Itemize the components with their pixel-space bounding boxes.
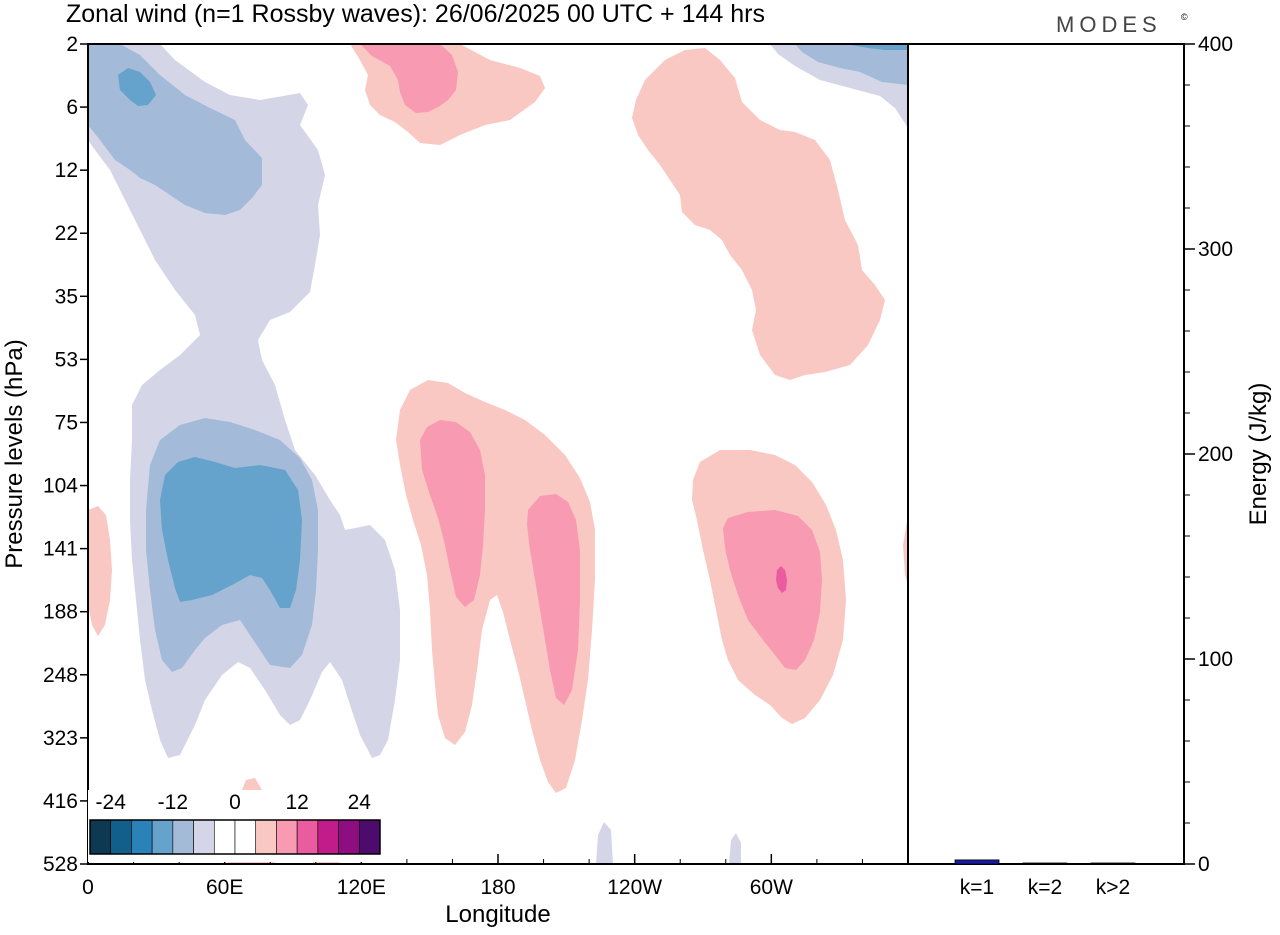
energy-tick-label: 0 bbox=[1198, 853, 1210, 876]
colorbar-swatch bbox=[317, 819, 339, 855]
y-tick-label: 141 bbox=[43, 538, 78, 561]
colorbar-swatch bbox=[172, 819, 194, 855]
positive-moderate-region bbox=[360, 44, 458, 113]
positive-weak-region bbox=[903, 515, 908, 585]
copyright-mark: © bbox=[1181, 12, 1188, 22]
colorbar-labels: -24 -12 0 12 24 bbox=[96, 791, 372, 814]
colorbar-swatch bbox=[151, 819, 174, 855]
y-tick-label: 6 bbox=[66, 96, 78, 119]
bar-category-label: k>2 bbox=[1096, 876, 1130, 899]
contour-fill-layer bbox=[88, 44, 908, 864]
negative-weak-region bbox=[596, 822, 613, 864]
colorbar-swatch bbox=[110, 819, 132, 855]
colorbar-swatch bbox=[234, 819, 257, 855]
x-tick-label: 0 bbox=[82, 876, 94, 899]
negative-weak-region bbox=[729, 833, 741, 864]
y-tick-label: 75 bbox=[55, 411, 78, 434]
y-tick-label: 528 bbox=[43, 853, 78, 876]
colorbar-swatch bbox=[338, 819, 360, 855]
y-tick-label: 12 bbox=[55, 159, 78, 182]
y-axis-label: Pressure levels (hPa) bbox=[1, 339, 28, 568]
positive-moderate-region bbox=[723, 510, 822, 670]
energy-tick-label: 200 bbox=[1198, 443, 1233, 466]
colorbar-swatch bbox=[276, 819, 298, 855]
y-tick-label: 35 bbox=[55, 285, 78, 308]
colorbar-swatch bbox=[296, 819, 319, 855]
energy-axis-label: Energy (J/kg) bbox=[1245, 383, 1272, 526]
colorbar-label: 24 bbox=[348, 791, 372, 814]
longitude-axis: 0 60E 120E 180 120W 60W bbox=[82, 854, 863, 899]
colorbar-label: 12 bbox=[285, 791, 308, 814]
y-tick-label: 248 bbox=[43, 664, 78, 687]
colorbar-label: 0 bbox=[229, 791, 241, 814]
energy-tick-label: 300 bbox=[1198, 238, 1233, 261]
pressure-axis: 2 6 12 22 35 53 75 104 141 188 248 323 416 528 bbox=[43, 33, 88, 876]
positive-weak-region bbox=[632, 48, 885, 380]
energy-bar bbox=[954, 859, 1000, 865]
colorbar-label: -24 bbox=[96, 791, 127, 814]
colorbar-legend: -24 -12 0 12 24 bbox=[88, 790, 382, 862]
energy-axis: 0 100 200 300 400 bbox=[1184, 33, 1233, 876]
negative-strong-region bbox=[118, 68, 156, 106]
y-tick-label: 22 bbox=[55, 222, 78, 245]
y-tick-label: 53 bbox=[55, 348, 78, 371]
y-tick-label: 416 bbox=[43, 790, 78, 813]
colorbar-swatches bbox=[89, 819, 381, 855]
energy-bars: k=1 k=2 k>2 bbox=[954, 859, 1136, 899]
x-tick-label: 120E bbox=[337, 876, 386, 899]
bar-chart-frame bbox=[907, 43, 1185, 865]
positive-moderate-region bbox=[527, 494, 580, 705]
y-tick-label: 323 bbox=[43, 727, 78, 750]
colorbar-swatch bbox=[213, 819, 236, 855]
y-tick-label: 104 bbox=[43, 475, 78, 498]
positive-strong-region bbox=[776, 566, 787, 593]
colorbar-swatch bbox=[255, 819, 277, 855]
negative-strong-region bbox=[845, 44, 908, 50]
colorbar-swatch bbox=[193, 819, 215, 855]
negative-moderate-region bbox=[795, 44, 908, 85]
colorbar-label: -12 bbox=[158, 791, 188, 814]
colorbar-swatch bbox=[131, 819, 153, 855]
bar-category-label: k=2 bbox=[1028, 876, 1062, 899]
energy-bar bbox=[1090, 862, 1136, 865]
bar-category-label: k=1 bbox=[960, 876, 994, 899]
x-tick-label: 180 bbox=[480, 876, 515, 899]
modes-logo: MODES bbox=[1056, 12, 1162, 37]
x-tick-label: 60E bbox=[206, 876, 243, 899]
energy-tick-label: 400 bbox=[1198, 33, 1233, 56]
colorbar-frame bbox=[89, 819, 381, 855]
x-tick-label: 120W bbox=[607, 876, 662, 899]
negative-strong-region bbox=[160, 457, 302, 608]
positive-moderate-region bbox=[420, 420, 485, 607]
positive-weak-region bbox=[88, 506, 112, 636]
y-tick-label: 188 bbox=[43, 601, 78, 624]
chart-title: Zonal wind (n=1 Rossby waves): 26/06/202… bbox=[66, 0, 765, 28]
energy-bar-chart: k=1 k=2 k>2 0 100 200 300 400 Energy (J/kg) bbox=[907, 33, 1272, 899]
x-tick-label: 60W bbox=[750, 876, 793, 899]
x-axis-label: Longitude bbox=[445, 901, 550, 928]
colorbar-swatch bbox=[89, 819, 112, 855]
energy-bar bbox=[1022, 862, 1068, 865]
colorbar-swatch bbox=[358, 819, 381, 855]
y-tick-label: 2 bbox=[66, 33, 78, 56]
energy-tick-label: 100 bbox=[1198, 648, 1233, 671]
